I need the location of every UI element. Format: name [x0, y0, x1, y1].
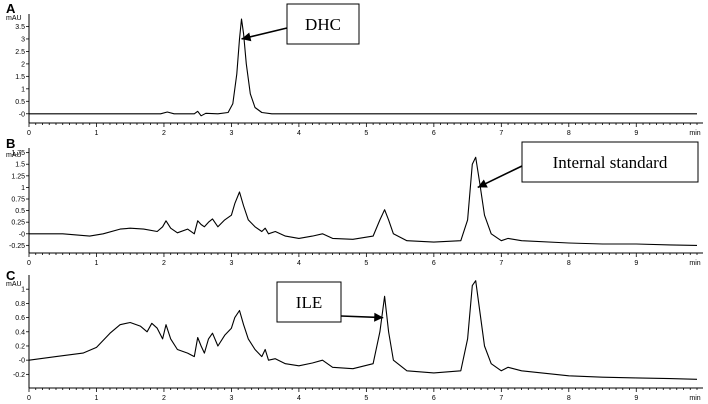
x-tick-label: 1 — [95, 130, 99, 137]
x-tick-label: 6 — [432, 130, 436, 137]
y-tick-label: 1.25 — [11, 173, 25, 180]
y-tick-label: -0 — [19, 111, 25, 118]
x-tick-label: 2 — [162, 395, 166, 402]
y-tick-label: 2.5 — [15, 49, 25, 56]
chromatogram-trace — [29, 156, 698, 246]
y-tick-label: 1.5 — [15, 162, 25, 169]
x-tick-label: 2 — [162, 130, 166, 137]
x-tick-label: 5 — [364, 395, 368, 402]
y-tick-label: 1 — [21, 86, 25, 93]
y-tick-label: 0.5 — [15, 208, 25, 215]
y-tick-label: 1 — [21, 185, 25, 192]
x-tick-label: 8 — [567, 395, 571, 402]
y-tick-label: 0.8 — [15, 301, 25, 308]
x-tick-label: 9 — [634, 130, 638, 137]
y-unit-label: mAU — [6, 281, 22, 288]
annotation-arrowhead — [477, 179, 488, 188]
x-tick-label: 1 — [95, 260, 99, 267]
y-tick-label: 0.5 — [15, 99, 25, 106]
x-tick-label: 1 — [95, 395, 99, 402]
x-tick-label: 3 — [229, 260, 233, 267]
annotation-label: ILE — [296, 293, 322, 312]
chromatogram-trace — [29, 18, 697, 117]
x-tick-label: 5 — [364, 260, 368, 267]
y-tick-label: -0.25 — [9, 243, 25, 250]
panel-label: B — [6, 136, 15, 151]
x-tick-label: 3 — [229, 130, 233, 137]
annotation-box — [521, 141, 699, 183]
y-tick-label: 1.75 — [11, 150, 25, 157]
y-tick-label: 0.6 — [15, 315, 25, 322]
chromatogram-trace — [28, 280, 698, 380]
y-tick-label: 0.75 — [11, 197, 25, 204]
x-tick-label: 0 — [27, 395, 31, 402]
y-tick-label: 0.25 — [11, 220, 25, 227]
panel-label: A — [6, 1, 16, 16]
y-tick-label: -0.2 — [13, 372, 25, 379]
y-tick-label: 3.5 — [15, 24, 25, 31]
x-tick-label: 4 — [297, 395, 301, 402]
annotation-box — [276, 281, 342, 323]
annotation-label: DHC — [305, 15, 341, 34]
x-tick-label: min — [689, 130, 700, 137]
y-tick-label: 1.5 — [15, 74, 25, 81]
y-tick-label: 0.2 — [15, 343, 25, 350]
x-tick-label: 6 — [432, 395, 436, 402]
y-unit-label: mAU — [6, 15, 22, 22]
y-tick-label: -0 — [19, 358, 25, 365]
x-tick-label: 9 — [634, 260, 638, 267]
y-tick-label: 0.4 — [15, 329, 25, 336]
x-tick-label: 5 — [364, 130, 368, 137]
x-tick-label: 9 — [634, 395, 638, 402]
x-tick-label: 6 — [432, 260, 436, 267]
annotation-arrowhead — [241, 32, 252, 42]
x-tick-label: min — [689, 395, 700, 402]
y-tick-label: -0 — [19, 231, 25, 238]
y-tick-label: 2 — [21, 61, 25, 68]
x-tick-label: 7 — [499, 260, 503, 267]
x-tick-label: 4 — [297, 130, 301, 137]
y-tick-label: 1 — [21, 287, 25, 294]
annotation-box — [286, 3, 360, 45]
y-tick-label: 3 — [21, 36, 25, 43]
x-tick-label: 3 — [229, 395, 233, 402]
annotation-label: Internal standard — [553, 153, 668, 172]
x-tick-label: min — [689, 260, 700, 267]
x-tick-label: 8 — [567, 260, 571, 267]
x-tick-label: 2 — [162, 260, 166, 267]
x-tick-label: 0 — [27, 130, 31, 137]
x-tick-label: 7 — [499, 395, 503, 402]
y-unit-label: mAU — [6, 152, 22, 159]
annotation-arrowhead — [374, 312, 384, 322]
panel-label: C — [6, 268, 16, 283]
x-tick-label: 7 — [499, 130, 503, 137]
x-tick-label: 8 — [567, 130, 571, 137]
x-tick-label: 0 — [27, 260, 31, 267]
x-tick-label: 4 — [297, 260, 301, 267]
